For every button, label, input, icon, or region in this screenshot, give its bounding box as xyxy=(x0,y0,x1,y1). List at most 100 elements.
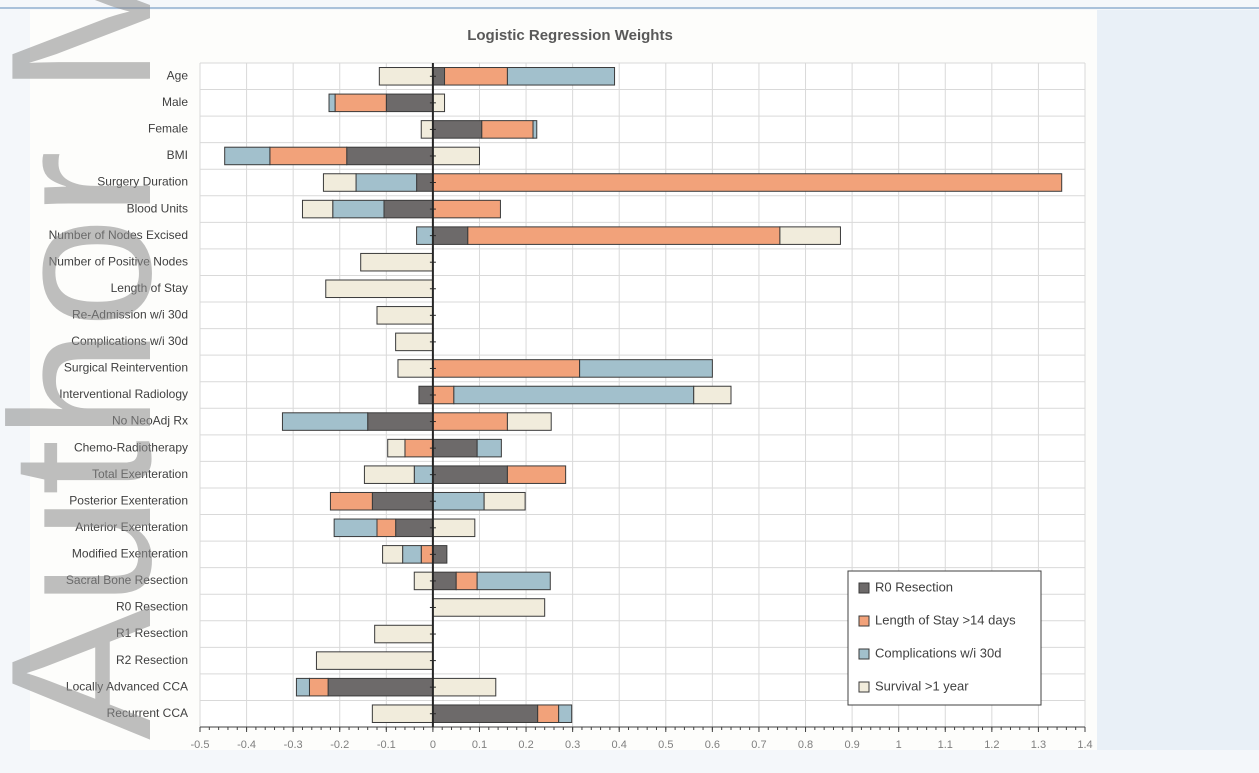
bar xyxy=(432,677,497,697)
chart-title: Logistic Regression Weights xyxy=(467,27,673,44)
bar xyxy=(402,545,422,564)
y-tick-label: Modified Exenteration xyxy=(72,547,188,561)
bar xyxy=(432,598,546,617)
bar xyxy=(506,412,552,431)
legend-swatch xyxy=(858,681,870,693)
watermark: Author Manuscript xyxy=(0,0,193,740)
bar xyxy=(395,332,434,352)
legend-swatch xyxy=(858,648,870,660)
bar xyxy=(432,146,480,166)
bar xyxy=(376,306,434,325)
y-tick-label: Length of Stay xyxy=(111,281,188,295)
y-tick-label: BMI xyxy=(167,148,188,162)
x-tick-label: 1.3 xyxy=(1031,739,1046,751)
bar xyxy=(537,704,560,723)
legend-swatch xyxy=(858,582,870,594)
y-tick-label: Chemo-Radiotherapy xyxy=(74,440,188,454)
bar xyxy=(779,226,841,245)
x-tick-label: 0.5 xyxy=(658,739,673,751)
bar xyxy=(360,252,434,272)
y-tick-label: Locally Advanced CCA xyxy=(66,679,188,693)
bar xyxy=(432,120,483,139)
legend-box xyxy=(847,570,1042,706)
bar xyxy=(506,465,567,484)
x-tick-label: 0.7 xyxy=(751,739,766,751)
bar xyxy=(269,146,348,166)
bar xyxy=(432,226,469,245)
bar xyxy=(444,67,508,86)
bar xyxy=(432,438,478,458)
bar xyxy=(328,93,336,113)
bar xyxy=(281,412,369,431)
x-tick-label: 0.9 xyxy=(844,739,859,751)
bar xyxy=(432,465,508,484)
bar xyxy=(355,173,418,192)
y-tick-label: No NeoAdj Rx xyxy=(112,414,188,428)
y-tick-label: Number of Positive Nodes xyxy=(49,254,188,268)
bar xyxy=(453,385,695,405)
y-tick-label: R1 Resection xyxy=(116,626,188,640)
x-tick-label: 1 xyxy=(896,739,902,751)
bar xyxy=(322,173,357,192)
y-tick-label: Interventional Radiology xyxy=(59,387,188,401)
x-tick-label: 0 xyxy=(430,739,436,751)
bar xyxy=(432,518,476,538)
bar xyxy=(385,93,434,113)
x-tick-label: 1.2 xyxy=(984,739,999,751)
legend-label: R0 Resection xyxy=(875,579,953,594)
bar xyxy=(455,571,478,591)
side-panel xyxy=(1097,10,1259,750)
y-tick-label: Male xyxy=(162,95,188,109)
legend-label: Length of Stay >14 days xyxy=(875,612,1016,627)
x-tick-label: 1.4 xyxy=(1077,739,1092,751)
x-tick-label: -0.3 xyxy=(284,739,303,751)
bar xyxy=(404,438,434,458)
x-tick-label: 0.3 xyxy=(565,739,580,751)
bar xyxy=(532,120,538,139)
bar xyxy=(332,199,385,219)
y-tick-label: Complications w/i 30d xyxy=(71,334,188,348)
bar xyxy=(295,677,310,697)
y-tick-label: Total Exenteration xyxy=(92,467,188,481)
y-tick-label: Number of Nodes Excised xyxy=(49,228,188,242)
x-tick-label: -0.4 xyxy=(237,739,256,751)
y-tick-label: Surgery Duration xyxy=(97,175,188,189)
bar xyxy=(301,199,334,219)
bar xyxy=(363,465,415,484)
x-tick-label: -0.1 xyxy=(377,739,396,751)
bar xyxy=(558,704,573,723)
bar xyxy=(224,146,271,166)
y-tick-label: Posterior Exenteration xyxy=(69,493,188,507)
y-tick-label: Sacral Bone Resection xyxy=(66,573,188,587)
bar xyxy=(432,704,539,723)
y-tick-label: Re-Admission w/i 30d xyxy=(72,307,188,321)
bar xyxy=(432,199,501,219)
x-tick-label: 0.4 xyxy=(612,739,627,751)
bar xyxy=(432,571,457,591)
bar xyxy=(432,173,1063,192)
y-tick-label: R2 Resection xyxy=(116,653,188,667)
legend-label: Survival >1 year xyxy=(875,678,969,693)
bar xyxy=(476,571,551,591)
bar xyxy=(432,385,455,405)
y-tick-label: Anterior Exenteration xyxy=(75,520,188,534)
x-tick-label: 0.1 xyxy=(472,739,487,751)
bar xyxy=(367,412,434,431)
bar xyxy=(333,518,378,538)
bar xyxy=(397,359,434,378)
y-tick-label: Blood Units xyxy=(127,201,188,215)
bar xyxy=(467,226,781,245)
x-tick-label: 1.1 xyxy=(938,739,953,751)
y-tick-label: Surgical Reintervention xyxy=(64,361,188,375)
bar xyxy=(308,677,329,697)
bar xyxy=(506,67,616,86)
bar xyxy=(432,359,581,378)
bar xyxy=(374,624,434,644)
bar xyxy=(329,491,373,511)
bar xyxy=(378,67,434,86)
y-tick-label: R0 Resection xyxy=(116,600,188,614)
x-tick-label: 0.6 xyxy=(705,739,720,751)
legend-label: Complications w/i 30d xyxy=(875,645,1001,660)
bar xyxy=(325,279,434,299)
